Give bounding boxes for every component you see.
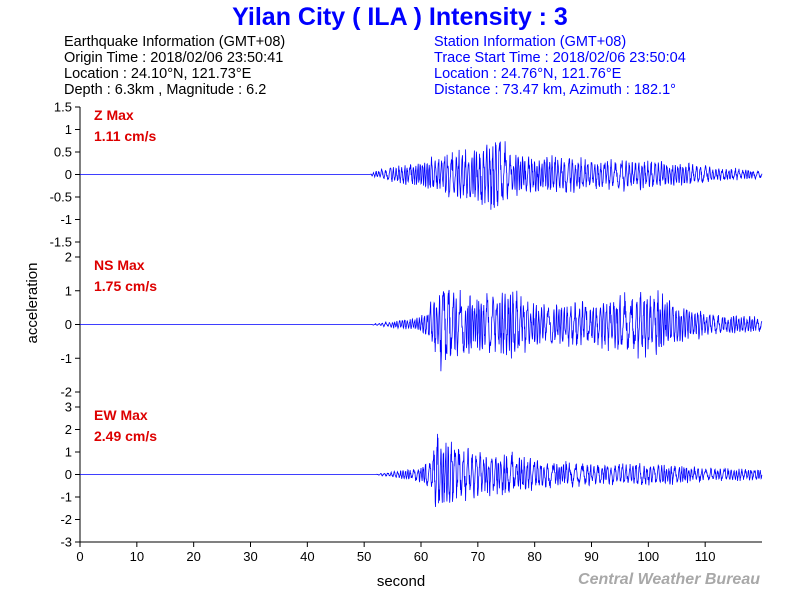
x-tick-label: 60 — [414, 549, 428, 564]
panel-max-value: 1.11 cm/s — [94, 128, 156, 144]
waveform-ew — [80, 433, 763, 508]
x-tick-label: 30 — [243, 549, 257, 564]
panel-ns: 2 1 0 -1 -2 NS Max 1.75 cm/s — [60, 250, 763, 400]
y-tick-label: 0 — [65, 167, 72, 182]
panel-max-value: 2.49 cm/s — [94, 428, 157, 444]
x-tick-label: 70 — [471, 549, 485, 564]
y-tick-label: 2 — [65, 422, 72, 437]
y-tick-label: 0 — [65, 467, 72, 482]
y-axis-title: acceleration — [24, 263, 41, 344]
panel-label: Z Max — [94, 107, 134, 123]
x-tick-label: 10 — [130, 549, 144, 564]
waveform-z — [80, 141, 763, 210]
credit-text: Central Weather Bureau — [578, 571, 760, 588]
panel-z: 1.5 1 0.5 0 -0.5 -1 -1.5 Z Max 1.11 cm/s — [50, 100, 763, 250]
y-tick-label: -0.5 — [50, 190, 72, 205]
y-tick-label: 0.5 — [54, 145, 72, 160]
trace-start-time: Trace Start Time : 2018/02/06 23:50:04 — [434, 50, 686, 66]
y-tick-label: -2 — [60, 385, 72, 400]
earthquake-info: Earthquake Information (GMT+08) Origin T… — [64, 34, 285, 98]
y-tick-label: 1.5 — [54, 100, 72, 115]
station-info: Station Information (GMT+08) Trace Start… — [434, 34, 686, 98]
y-tick-label: -2 — [60, 512, 72, 527]
panel-label: NS Max — [94, 257, 145, 273]
station-location: Location : 24.76°N, 121.76°E — [434, 66, 622, 82]
x-tick-label: 90 — [584, 549, 598, 564]
y-tick-label: 1 — [65, 283, 72, 298]
epicenter-location: Location : 24.10°N, 121.73°E — [64, 66, 252, 82]
x-tick-label: 40 — [300, 549, 314, 564]
x-tick-label: 20 — [186, 549, 200, 564]
panel-ew: 3 2 1 0 -1 -2 -3 EW Max 2.49 cm/s — [60, 400, 763, 550]
y-tick-label: 2 — [65, 250, 72, 265]
x-tick-label: 50 — [357, 549, 371, 564]
panel-label: EW Max — [94, 407, 148, 423]
earthquake-info-header: Earthquake Information (GMT+08) — [64, 34, 286, 50]
depth-magnitude: Depth : 6.3km , Magnitude : 6.2 — [64, 82, 267, 98]
origin-time: Origin Time : 2018/02/06 23:50:41 — [64, 50, 284, 66]
y-tick-label: -1 — [60, 351, 72, 366]
y-tick-label: -1.5 — [50, 235, 72, 250]
y-tick-label: 0 — [65, 317, 72, 332]
station-info-header: Station Information (GMT+08) — [434, 34, 627, 50]
waveform-ns — [80, 289, 763, 372]
x-tick-label: 100 — [637, 549, 659, 564]
distance-azimuth: Distance : 73.47 km, Azimuth : 182.1° — [434, 82, 676, 98]
x-axis-title: second — [377, 573, 425, 590]
y-tick-label: -3 — [60, 535, 72, 550]
y-tick-label: 1 — [65, 445, 72, 460]
panel-max-value: 1.75 cm/s — [94, 278, 157, 294]
chart-title: Yilan City ( ILA ) Intensity : 3 — [232, 3, 568, 31]
y-tick-label: 1 — [65, 122, 72, 137]
x-tick-label: 0 — [76, 549, 83, 564]
x-tick-label: 110 — [695, 549, 716, 564]
y-tick-label: 3 — [65, 400, 72, 415]
x-tick-label: 80 — [527, 549, 541, 564]
y-tick-label: -1 — [60, 212, 72, 227]
y-tick-label: -1 — [60, 490, 72, 505]
